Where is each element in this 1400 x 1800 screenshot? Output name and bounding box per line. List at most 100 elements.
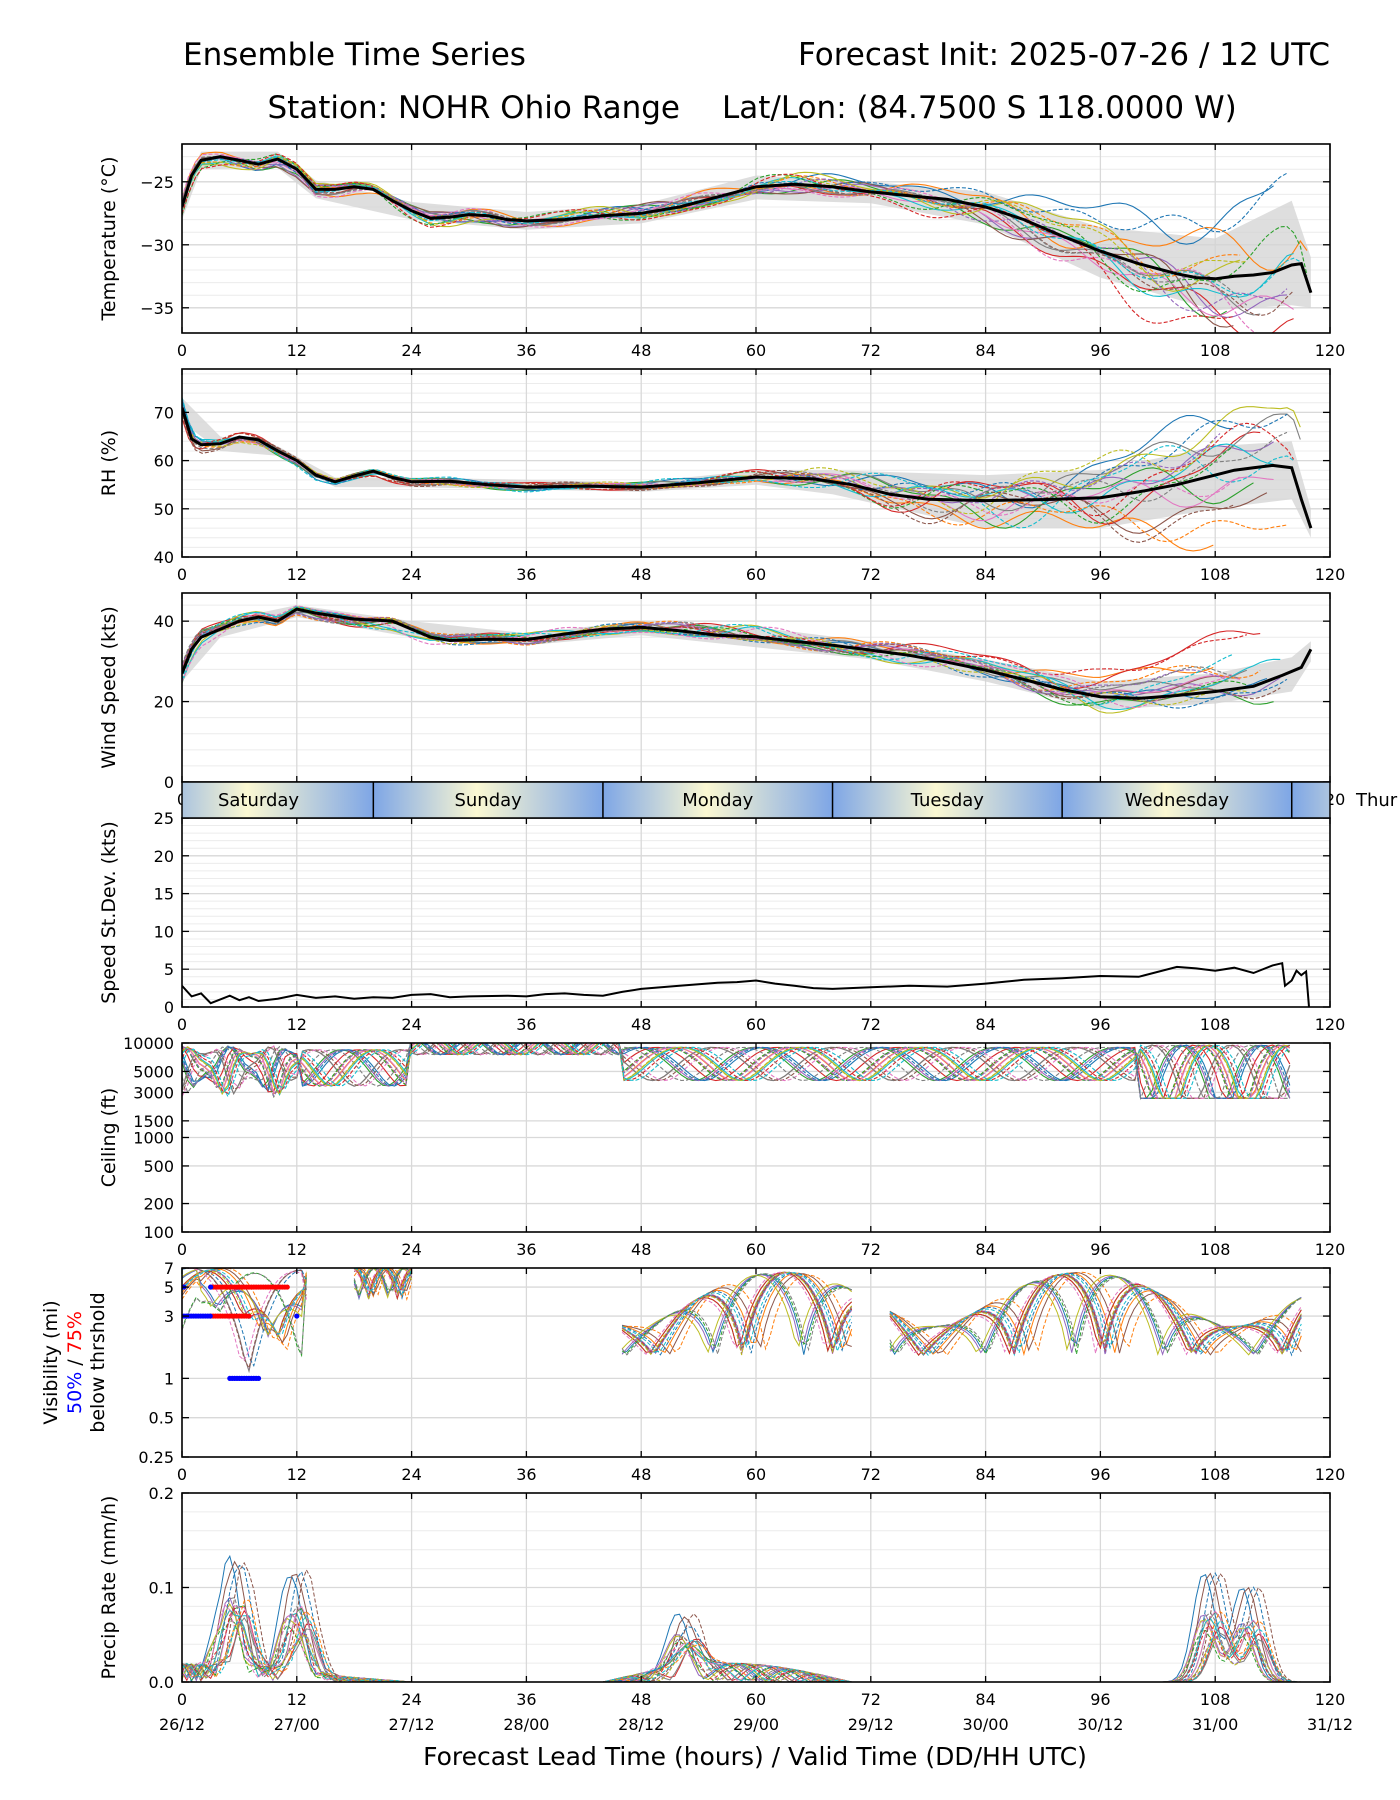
y-axis-label: Visibility (mi) (40, 1300, 62, 1424)
member-line (182, 1616, 1302, 1682)
y-axis-label: Wind Speed (kts) (98, 606, 120, 769)
x-tick-label: 60 (746, 1690, 766, 1709)
valid-time-label: 28/00 (503, 1715, 549, 1734)
x-tick-label: 36 (516, 1015, 536, 1034)
x-tick-label: 60 (746, 565, 766, 584)
x-tick-label: 36 (516, 1690, 536, 1709)
y-axis-label-line2: below thrshold (87, 1292, 109, 1432)
x-tick-label: 0 (177, 341, 187, 360)
y-tick-label: 0 (164, 998, 174, 1017)
member-line (182, 1272, 307, 1358)
panel-wind-speed: 0122436486072849610812002040Wind Speed (… (98, 592, 1345, 809)
member-line (182, 156, 1247, 277)
member-line (182, 1597, 1302, 1682)
major-grid (182, 818, 1330, 1007)
x-tick-label: 108 (1200, 341, 1231, 360)
member-line (621, 1271, 853, 1353)
day-segment (1062, 782, 1292, 818)
x-tick-label: 36 (516, 1465, 536, 1484)
x-tick-label: 12 (287, 565, 307, 584)
x-tick-label: 72 (861, 565, 881, 584)
x-tick-label: 120 (1315, 1465, 1346, 1484)
x-tick-label: 96 (1090, 1015, 1110, 1034)
x-tick-label: 96 (1090, 565, 1110, 584)
x-tick-label: 60 (746, 1465, 766, 1484)
y-tick-label: 70 (154, 403, 174, 422)
valid-time-label: 30/00 (963, 1715, 1009, 1734)
member-line (622, 1274, 853, 1353)
member-line (889, 1275, 1302, 1356)
member-line (889, 1274, 1302, 1356)
y-tick-label: 40 (154, 548, 174, 567)
valid-time-label: 29/12 (848, 1715, 894, 1734)
member-line (182, 397, 1294, 529)
panel-relative-humidity: 0 12 24 36 48 60 72 84 96 108 120 40 50 60 70 RH (%) (98, 368, 1345, 584)
x-tick-label: 48 (631, 1465, 651, 1484)
member-line (621, 1271, 853, 1356)
day-segment (182, 782, 374, 818)
vis50-marker (207, 1313, 213, 1319)
x-tick-label: 48 (631, 565, 651, 584)
vis50-marker (255, 1375, 262, 1381)
x-tick-label: 60 (746, 341, 766, 360)
member-line (182, 155, 1248, 306)
day-segment (1291, 782, 1330, 818)
member-line (182, 1599, 1302, 1682)
y-tick-label: 5000 (133, 1062, 174, 1081)
y-axis-label: Ceiling (ft) (98, 1088, 120, 1188)
day-band: Saturday Sunday Monday Tuesday Wednesday Thur (181, 781, 1398, 819)
valid-time-label: 27/12 (389, 1715, 435, 1734)
member-line (621, 1272, 853, 1353)
member-line (182, 608, 1234, 698)
panel-precip-rate: 0 12 24 36 48 60 72 84 96 108 120 0.0 0.1 0.2 Precip R… (98, 1484, 1345, 1709)
x-tick-label: 36 (516, 341, 536, 360)
ensemble-mean-line (182, 155, 1313, 294)
y-tick-label: 20 (154, 693, 174, 712)
y-label-75: 75% (64, 1311, 86, 1353)
y-tick-label: 200 (143, 1195, 174, 1214)
member-line (182, 606, 1234, 706)
x-tick-label: 0 (177, 1690, 187, 1709)
member-line (182, 607, 1261, 690)
x-tick-label: 0 (177, 1465, 187, 1484)
major-grid (182, 1493, 1330, 1682)
member-line (182, 1268, 307, 1345)
y-axis-label: Precip Rate (mm/h) (98, 1496, 120, 1680)
x-tick-label: 84 (975, 565, 995, 584)
valid-time-label: 31/12 (1307, 1715, 1353, 1734)
x-tick-label: 48 (631, 1015, 651, 1034)
vis50-marker (208, 1284, 214, 1290)
day-label: Sunday (454, 790, 522, 811)
member-line (182, 1604, 1302, 1682)
x-tick-label: 72 (861, 1690, 881, 1709)
y-tick-label: 10000 (123, 1034, 174, 1053)
member-line (182, 1596, 1302, 1682)
day-label: Saturday (218, 790, 299, 811)
x-tick-label: 84 (975, 1240, 995, 1259)
member-line (182, 1268, 307, 1335)
panel-ceiling: 0 12 24 36 48 60 72 84 96 108 120 100 200 500 10001500… (98, 1034, 1345, 1259)
y-tick-label: 10 (154, 922, 174, 941)
x-tick-label: 72 (861, 1465, 881, 1484)
day-label: Thur (1355, 790, 1398, 811)
member-line (182, 155, 1234, 328)
plot-area (182, 961, 1310, 1007)
plot-area (182, 1268, 1302, 1381)
x-tick-label: 0 (177, 565, 187, 584)
y-tick-label: −35 (140, 299, 174, 318)
day-band-frame (181, 781, 1331, 819)
x-tick-label: 12 (287, 1690, 307, 1709)
y-tick-label: 15 (154, 885, 174, 904)
x-tick-label: 36 (516, 1240, 536, 1259)
x-tick-label: 120 (1315, 1690, 1346, 1709)
spread-band (182, 151, 1311, 311)
member-line (182, 1620, 1302, 1682)
y-tick-label: 5 (164, 960, 174, 979)
y-label-50: 50% (64, 1372, 86, 1414)
member-line (621, 1271, 853, 1355)
valid-time-label: 27/00 (274, 1715, 320, 1734)
member-line (889, 1274, 1302, 1356)
x-tick-label: 108 (1200, 1015, 1231, 1034)
major-grid (182, 1043, 1330, 1232)
x-tick-label: 84 (975, 1690, 995, 1709)
